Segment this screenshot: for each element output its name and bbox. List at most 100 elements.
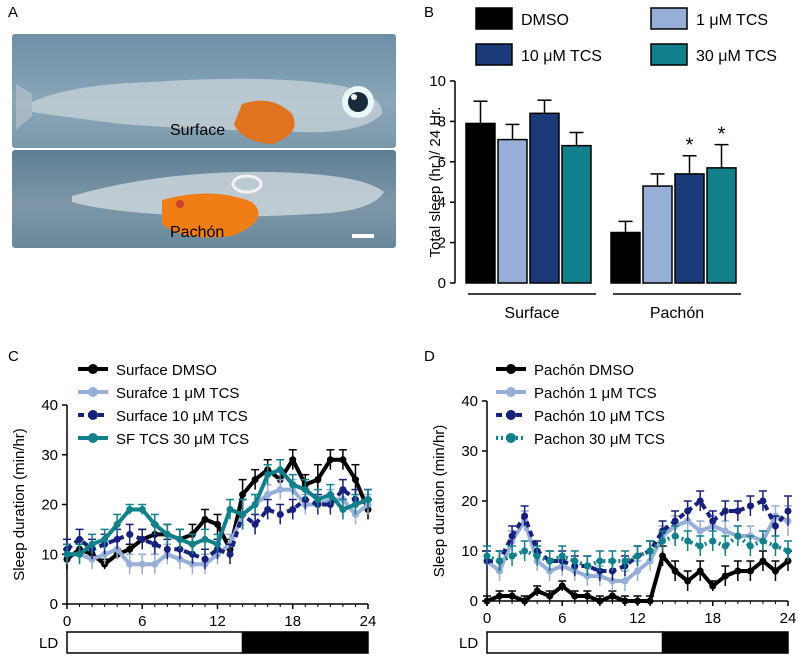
d-data-point — [696, 567, 704, 575]
d-x-tick-label: 0 — [483, 610, 491, 627]
d-legend-marker — [506, 433, 516, 443]
d-data-point — [696, 497, 704, 505]
c-data-point — [364, 496, 372, 504]
d-legend-label: Pachón 10 μM TCS — [534, 408, 665, 425]
d-data-point — [696, 527, 704, 535]
d-data-point — [558, 552, 566, 560]
d-data-point — [508, 552, 516, 560]
c-ld-label: LD — [39, 635, 58, 652]
c-legend-marker — [88, 433, 98, 443]
c-x-tick-label: 6 — [138, 613, 146, 630]
b-bar — [706, 167, 737, 284]
c-data-point — [126, 560, 134, 568]
c-data-point — [151, 540, 159, 548]
d-data-point — [634, 552, 641, 560]
b-legend-label: 10 μM TCS — [521, 48, 602, 65]
c-data-point — [126, 530, 134, 538]
c-data-point — [276, 466, 284, 474]
d-data-point — [583, 562, 591, 570]
c-data-point — [151, 520, 159, 528]
d-data-point — [771, 567, 779, 575]
d-legend-marker — [506, 410, 516, 420]
d-data-point — [746, 502, 754, 510]
c-data-point — [126, 505, 134, 513]
d-data-point — [596, 557, 604, 565]
d-data-point — [521, 512, 529, 520]
d-data-point — [759, 497, 767, 505]
d-data-point — [659, 537, 667, 545]
d-data-point — [746, 567, 754, 575]
d-data-point — [558, 582, 566, 590]
c-data-point — [264, 471, 272, 479]
c-legend-marker — [88, 364, 98, 374]
c-x-tick-label: 0 — [63, 613, 71, 630]
b-group-label: Pachón — [650, 305, 704, 322]
c-legend-label: Surface DMSO — [116, 362, 217, 379]
pachon-fish-photo — [12, 150, 396, 248]
c-data-point — [138, 535, 146, 543]
b-legend-swatch — [650, 7, 688, 30]
d-data-point — [496, 557, 504, 565]
c-data-point — [264, 491, 272, 499]
c-y-tick-label: 40 — [41, 397, 58, 414]
d-data-point — [608, 592, 616, 600]
d-data-point — [734, 567, 742, 575]
c-data-point — [138, 560, 146, 568]
c-data-point — [214, 520, 221, 528]
c-data-point — [151, 560, 159, 568]
c-data-point — [276, 510, 284, 518]
c-data-point — [326, 456, 334, 464]
c-data-point — [239, 491, 247, 499]
c-x-tick-label: 12 — [209, 613, 226, 630]
c-legend-label: SF TCS 30 μM TCS — [116, 431, 249, 448]
d-data-point — [734, 507, 742, 515]
b-bar — [529, 112, 560, 284]
d-data-point — [671, 532, 679, 540]
b-legend-label: 30 μM TCS — [696, 48, 777, 65]
c-data-point — [289, 456, 297, 464]
b-y-axis-label: Total sleep (hr.)/ 24 Hr. — [427, 107, 444, 258]
c-data-point — [289, 505, 297, 513]
c-data-point — [251, 476, 259, 484]
c-data-point — [101, 535, 109, 543]
d-y-axis-label: Sleep duration (min/hr) — [431, 425, 448, 578]
d-data-point — [621, 577, 629, 585]
d-data-point — [546, 592, 554, 600]
d-legend-marker — [506, 364, 516, 374]
c-data-point — [289, 481, 297, 489]
b-bar — [497, 138, 528, 284]
c-data-point — [126, 545, 134, 553]
c-legend-label: Surafce 1 μM TCS — [116, 385, 239, 402]
c-data-point — [138, 505, 146, 513]
c-data-point — [88, 540, 96, 548]
d-x-tick-label: 18 — [704, 610, 721, 627]
d-data-point — [671, 567, 679, 575]
b-y-tick-label: 0 — [438, 275, 446, 292]
d-x-tick-label: 12 — [629, 610, 646, 627]
d-data-point — [746, 542, 754, 550]
c-data-point — [351, 476, 359, 484]
c-legend-marker — [88, 387, 98, 397]
d-data-point — [483, 597, 491, 605]
c-data-point — [251, 501, 259, 508]
d-data-point — [696, 542, 704, 550]
d-data-point — [709, 537, 717, 545]
d-data-point — [546, 557, 554, 565]
surface-fish-drawing — [16, 78, 383, 144]
c-data-point — [226, 505, 234, 513]
d-data-point — [646, 597, 654, 605]
d-ld-dark-bar — [661, 631, 789, 654]
d-data-point — [734, 532, 742, 540]
panel-c-letter: C — [8, 348, 19, 365]
c-data-point — [201, 535, 209, 543]
d-y-tick-label: 10 — [461, 543, 478, 560]
b-y-tick-label: 2 — [438, 235, 446, 252]
b-significance-mark: * — [686, 135, 694, 157]
c-data-point — [264, 505, 272, 513]
d-data-point — [621, 597, 629, 605]
d-data-point — [533, 552, 541, 560]
b-bar — [561, 144, 592, 284]
d-legend-label: Pachón DMSO — [534, 362, 634, 379]
d-data-point — [709, 582, 717, 590]
d-legend-marker — [506, 387, 516, 397]
